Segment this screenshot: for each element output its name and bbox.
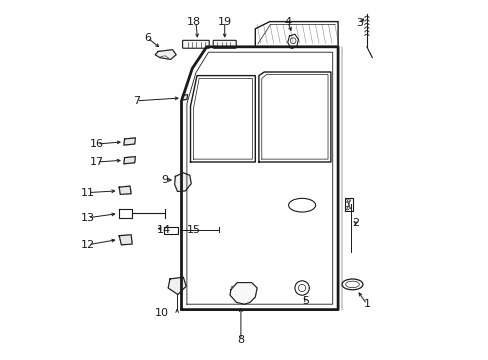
Polygon shape (123, 157, 135, 164)
Text: 8: 8 (237, 335, 244, 345)
Polygon shape (119, 235, 132, 245)
Text: 10: 10 (154, 308, 168, 318)
Text: 19: 19 (217, 17, 231, 27)
Text: 13: 13 (81, 213, 95, 223)
Polygon shape (182, 95, 187, 100)
Text: 1: 1 (363, 299, 369, 309)
FancyBboxPatch shape (182, 40, 209, 48)
Text: 7: 7 (133, 96, 140, 106)
FancyBboxPatch shape (213, 40, 236, 48)
Text: 16: 16 (90, 139, 103, 149)
Polygon shape (119, 186, 131, 194)
Text: 11: 11 (81, 188, 95, 198)
Polygon shape (174, 173, 191, 192)
Text: 6: 6 (143, 33, 150, 43)
Polygon shape (123, 138, 135, 145)
Polygon shape (230, 283, 257, 304)
Polygon shape (168, 277, 186, 294)
Text: 3: 3 (355, 18, 363, 28)
Polygon shape (155, 50, 176, 59)
Text: 2: 2 (352, 218, 359, 228)
Text: 9: 9 (162, 175, 168, 185)
Text: 18: 18 (186, 17, 201, 27)
Text: 12: 12 (81, 240, 95, 250)
Text: 15: 15 (187, 225, 201, 235)
Text: 5: 5 (302, 296, 308, 306)
Text: 4: 4 (284, 17, 291, 27)
Text: 17: 17 (90, 157, 104, 167)
Text: 14: 14 (156, 225, 170, 235)
